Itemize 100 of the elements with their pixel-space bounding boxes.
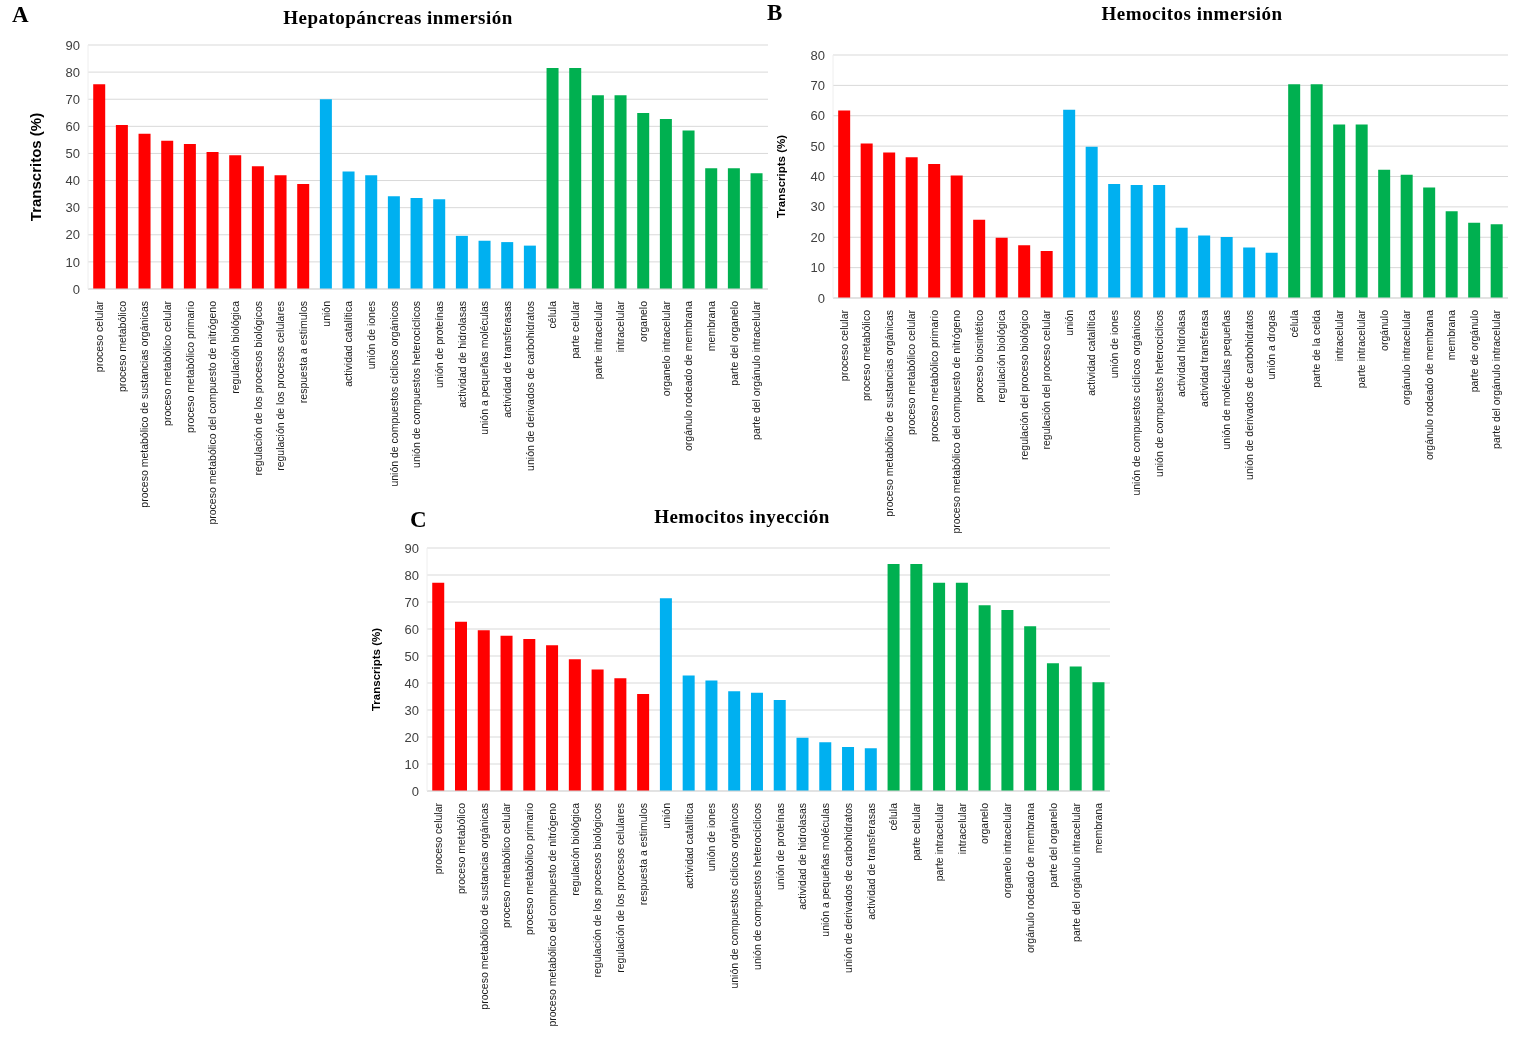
bar	[1288, 84, 1301, 298]
bar	[161, 140, 174, 289]
x-tick-label: proceso metabólico	[115, 300, 128, 393]
bar	[933, 582, 946, 791]
x-tick-label: parte intracelular	[591, 300, 604, 380]
chart-title: Hemocitos inyección	[654, 506, 830, 527]
bar	[274, 175, 287, 289]
x-tick-label: proceso metabólico del compuesto de nitrógeno	[545, 802, 558, 1027]
x-tick-label: unión de derivados de carbohidratos	[523, 301, 536, 471]
bar	[1001, 610, 1014, 791]
x-tick-label: unión de compuestos heterocíclicos	[1152, 310, 1165, 477]
x-tick-label: unión	[1062, 309, 1075, 336]
bar	[138, 133, 151, 289]
x-tick-label: regulación de los procesos biológicos	[591, 803, 604, 978]
bar	[568, 659, 581, 791]
bar	[842, 746, 855, 791]
x-tick-label: actividad catalítica	[1085, 309, 1098, 396]
y-axis-title: Transcripts (%)	[370, 627, 383, 712]
bar	[705, 680, 718, 791]
bar	[955, 582, 968, 791]
x-tick-label: parte intracelular	[932, 802, 945, 882]
bar	[905, 157, 918, 298]
bar	[523, 638, 536, 791]
x-tick-label: regulación del proceso biológico	[1017, 309, 1030, 461]
bar	[342, 171, 355, 289]
bar	[819, 742, 832, 791]
x-tick-label: actividad catalítica	[682, 802, 695, 889]
x-tick-label: intracelular	[614, 300, 627, 353]
x-tick-label: célula	[887, 802, 900, 831]
x-tick-label: respuesta a estimulos	[636, 803, 649, 906]
x-tick-label: unión de iones	[365, 301, 378, 370]
y-tick-label: 30	[810, 199, 825, 215]
x-tick-label: unión de proteínas	[773, 803, 786, 890]
bar	[1468, 222, 1481, 298]
x-tick-label: organelo intracelular	[1001, 802, 1014, 899]
x-tick-label: proceso metabólico celular	[500, 802, 513, 928]
bar	[501, 242, 514, 289]
bar	[569, 68, 582, 289]
bar	[887, 563, 900, 791]
bar	[1108, 184, 1121, 298]
bar	[297, 184, 310, 289]
x-tick-label: unión	[659, 802, 672, 829]
bar	[319, 99, 332, 289]
x-tick-label: unión de iones	[705, 803, 718, 872]
bar	[978, 605, 991, 791]
y-tick-label: 70	[65, 91, 80, 107]
x-tick-label: proceso celular	[93, 300, 106, 373]
x-tick-label: intracelular	[955, 802, 968, 855]
bar	[1040, 250, 1053, 298]
bar	[591, 669, 604, 791]
bar	[614, 678, 627, 791]
bar	[229, 155, 242, 289]
bar	[1069, 666, 1082, 791]
x-tick-label: membrana	[705, 300, 718, 352]
x-tick-label: parte del organelo	[1046, 802, 1059, 888]
y-tick-label: 60	[65, 118, 80, 134]
bar	[455, 621, 467, 791]
bar	[546, 68, 559, 289]
bar	[950, 175, 963, 298]
bar	[1175, 227, 1188, 298]
y-tick-label: 30	[65, 200, 80, 216]
x-tick-label: actividad hidrolasa	[1175, 309, 1188, 397]
x-tick-label: unión de compuestos heterocíclicos	[410, 301, 423, 468]
bar	[1423, 187, 1436, 298]
y-tick-label: 70	[404, 594, 419, 610]
x-tick-label: proceso metabólico del compuesto de nitrógeno	[950, 309, 963, 534]
bar	[1063, 109, 1076, 298]
bar	[750, 692, 763, 791]
bar	[750, 173, 763, 289]
bar	[1153, 185, 1166, 298]
x-tick-label: orgánulo	[1377, 309, 1390, 351]
bar	[433, 199, 446, 289]
y-tick-label: 40	[65, 173, 80, 189]
x-tick-label: regulación del proceso celular	[1040, 309, 1053, 450]
bar	[637, 694, 650, 791]
y-tick-label: 80	[65, 64, 80, 80]
x-tick-label: actividad de hidrolasas	[796, 803, 809, 910]
x-tick-label: parte de la celda	[1310, 309, 1323, 388]
x-tick-label: parte del orgánulo intracelular	[1069, 802, 1082, 942]
x-tick-label: orgánulo rodeado de membrana	[1023, 802, 1036, 954]
y-tick-label: 50	[810, 138, 825, 154]
x-tick-label: orgánulo intracelular	[1400, 309, 1413, 406]
bar	[1018, 245, 1031, 298]
bar	[995, 237, 1008, 298]
bar	[1130, 185, 1143, 298]
x-tick-label: proceso metabólico del compuesto de nitrógeno	[206, 300, 219, 525]
bar	[864, 748, 877, 791]
y-axis-title: Transcripts (%)	[775, 134, 788, 219]
chart-title: Hemocitos inmersión	[1101, 3, 1283, 24]
bar	[1046, 663, 1059, 791]
bar	[637, 113, 650, 289]
x-tick-label: proceso metabólico	[454, 802, 467, 895]
x-tick-label: regulación de los procesos biológicos	[251, 301, 264, 476]
x-tick-label: unión de compuestos cíclicos orgánicos	[1130, 310, 1143, 496]
y-tick-label: 20	[810, 229, 825, 245]
x-tick-label: actividad de transferasas	[501, 301, 514, 418]
x-tick-label: proceso celular	[432, 802, 445, 875]
chart-title: Hepatopáncreas inmersión	[283, 7, 513, 28]
y-tick-label: 40	[404, 675, 419, 691]
bar	[1198, 235, 1211, 298]
